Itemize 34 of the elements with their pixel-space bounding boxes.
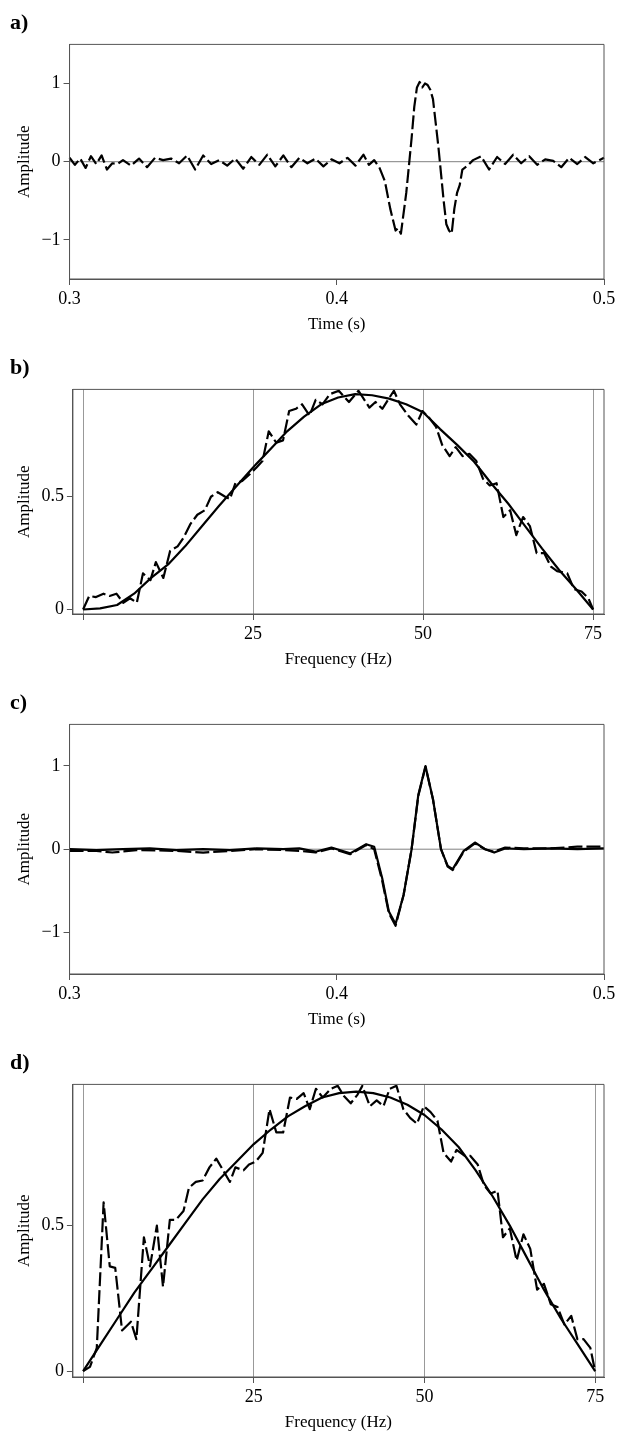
y-tick-label: −1	[41, 228, 61, 249]
y-tick-label: 0.5	[41, 485, 64, 506]
y-axis-title: Amplitude	[13, 1194, 33, 1268]
x-tick-label: 75	[586, 1385, 605, 1406]
chart-title: d)	[10, 1048, 30, 1074]
chart-title: b)	[10, 353, 30, 379]
x-tick-label: 50	[414, 622, 433, 643]
x-tick-label: 0.4	[325, 982, 349, 1003]
x-axis-title: Time (s)	[308, 314, 366, 334]
x-tick-label: 0.5	[592, 287, 616, 308]
y-tick-label: 0	[51, 150, 61, 171]
chart-title: a)	[10, 8, 29, 34]
x-tick-label: 0.4	[325, 287, 349, 308]
y-tick-label: 0.5	[41, 1214, 64, 1235]
y-tick-label: 1	[51, 754, 61, 775]
x-tick-label: 25	[244, 622, 263, 643]
y-axis-title: Amplitude	[13, 812, 33, 886]
y-axis-title: Amplitude	[13, 125, 33, 199]
y-tick-label: 0	[51, 837, 61, 858]
y-tick-label: 1	[51, 72, 61, 93]
x-axis-title: Frequency (Hz)	[284, 649, 393, 669]
y-axis-title: Amplitude	[13, 465, 33, 539]
y-tick-label: −1	[41, 921, 61, 942]
x-tick-label: 0.5	[592, 982, 616, 1003]
y-tick-label: 0	[54, 1359, 64, 1380]
y-tick-label: 0	[54, 598, 64, 619]
x-tick-label: 25	[244, 1385, 263, 1406]
x-tick-label: 0.3	[58, 982, 81, 1003]
x-tick-label: 0.3	[58, 287, 81, 308]
x-axis-title: Frequency (Hz)	[284, 1412, 393, 1432]
chart-title: c)	[10, 688, 28, 714]
x-tick-label: 75	[584, 622, 603, 643]
x-axis-title: Time (s)	[308, 1009, 366, 1029]
x-tick-label: 50	[415, 1385, 434, 1406]
